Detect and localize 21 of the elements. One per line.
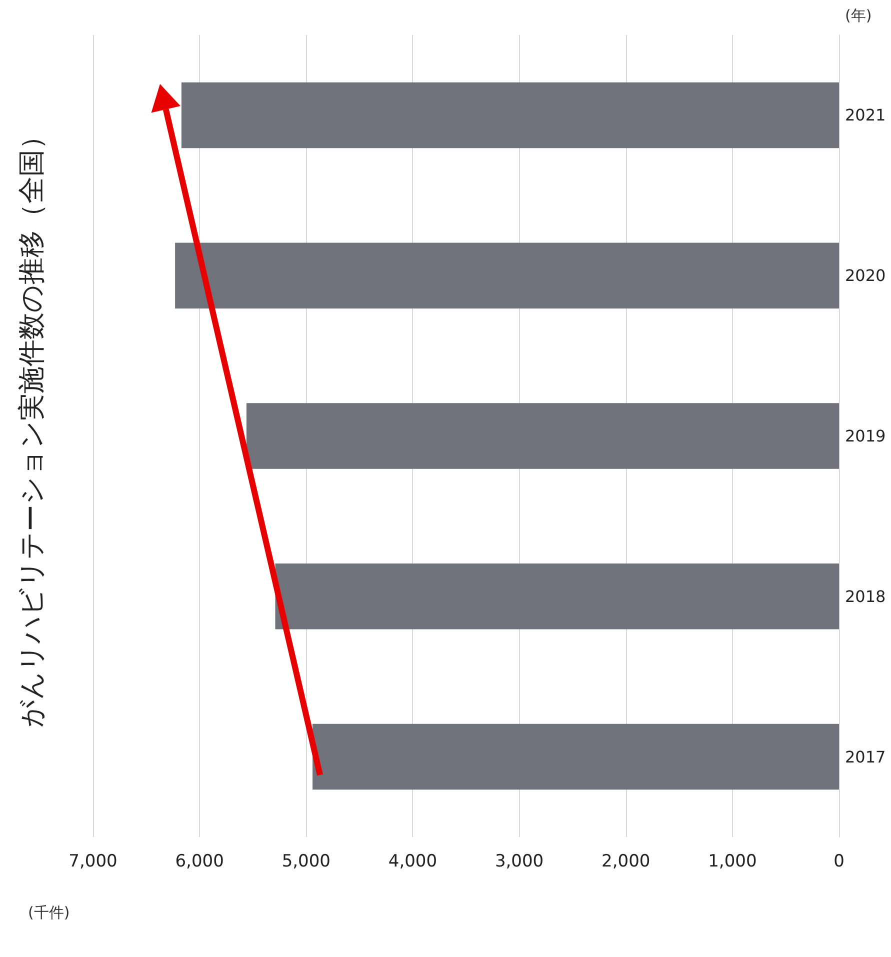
bar <box>312 724 839 790</box>
x-tick-label: 7,000 <box>68 852 118 872</box>
x-tick-label: 4,000 <box>388 852 438 872</box>
x-tick-label: 6,000 <box>175 852 224 872</box>
y-tick-label: 2017 <box>845 747 886 766</box>
y-tick-label: 2020 <box>845 266 886 286</box>
x-axis-title: (千件) <box>28 904 70 922</box>
bar <box>275 564 839 630</box>
y-tick-label: 2019 <box>845 426 886 446</box>
y-tick-label: 2021 <box>845 106 886 125</box>
bar <box>175 242 839 308</box>
y-tick-label: 2018 <box>845 586 886 606</box>
x-tick-label: 2,000 <box>602 852 650 872</box>
x-tick-label: 5,000 <box>282 852 330 872</box>
y-axis-title: (年) <box>845 6 872 24</box>
bar <box>181 82 839 148</box>
x-tick-label: 0 <box>834 852 844 872</box>
bar <box>246 403 839 469</box>
text: がんリハビリテーション実施件数の推移（全国） <box>16 122 48 728</box>
x-tick-label: 3,000 <box>494 852 544 872</box>
x-tick-label: 1,000 <box>708 852 757 872</box>
